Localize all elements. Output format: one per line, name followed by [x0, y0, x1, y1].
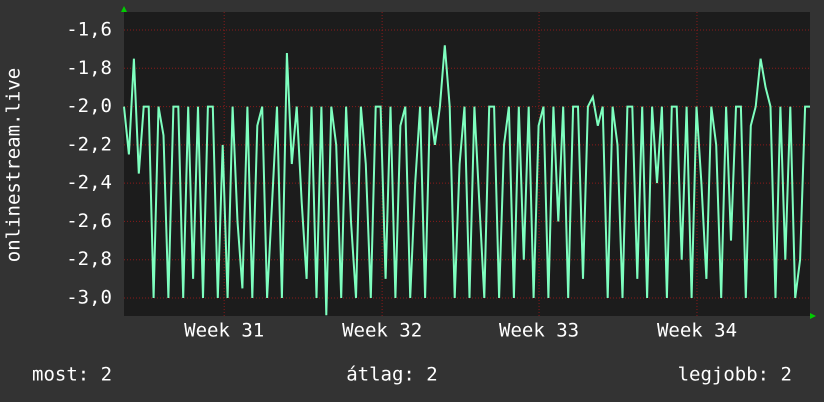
stat-current: most: 2 — [32, 364, 112, 386]
y-axis-label: onlinestream.live — [3, 68, 25, 262]
y-tick-label: -3,0 — [66, 287, 112, 309]
stat-average: átlag: 2 — [346, 364, 438, 386]
y-tick-label: -2,6 — [66, 210, 112, 232]
y-tick-label: -2,0 — [66, 95, 112, 117]
stat-max: legjobb: 2 — [678, 364, 792, 386]
y-tick-label: -1,6 — [66, 18, 112, 40]
x-tick-label: Week 34 — [657, 320, 737, 342]
x-tick-label: Week 33 — [499, 320, 579, 342]
y-tick-label: -1,8 — [66, 57, 112, 79]
y-tick-label: -2,8 — [66, 248, 112, 270]
x-axis-arrow — [810, 313, 816, 319]
y-tick-label: -2,2 — [66, 133, 112, 155]
y-tick-label: -2,4 — [66, 172, 112, 194]
x-tick-label: Week 32 — [342, 320, 422, 342]
data-line — [123, 45, 810, 316]
x-tick-label: Week 31 — [184, 320, 264, 342]
y-axis-arrow — [121, 6, 127, 12]
